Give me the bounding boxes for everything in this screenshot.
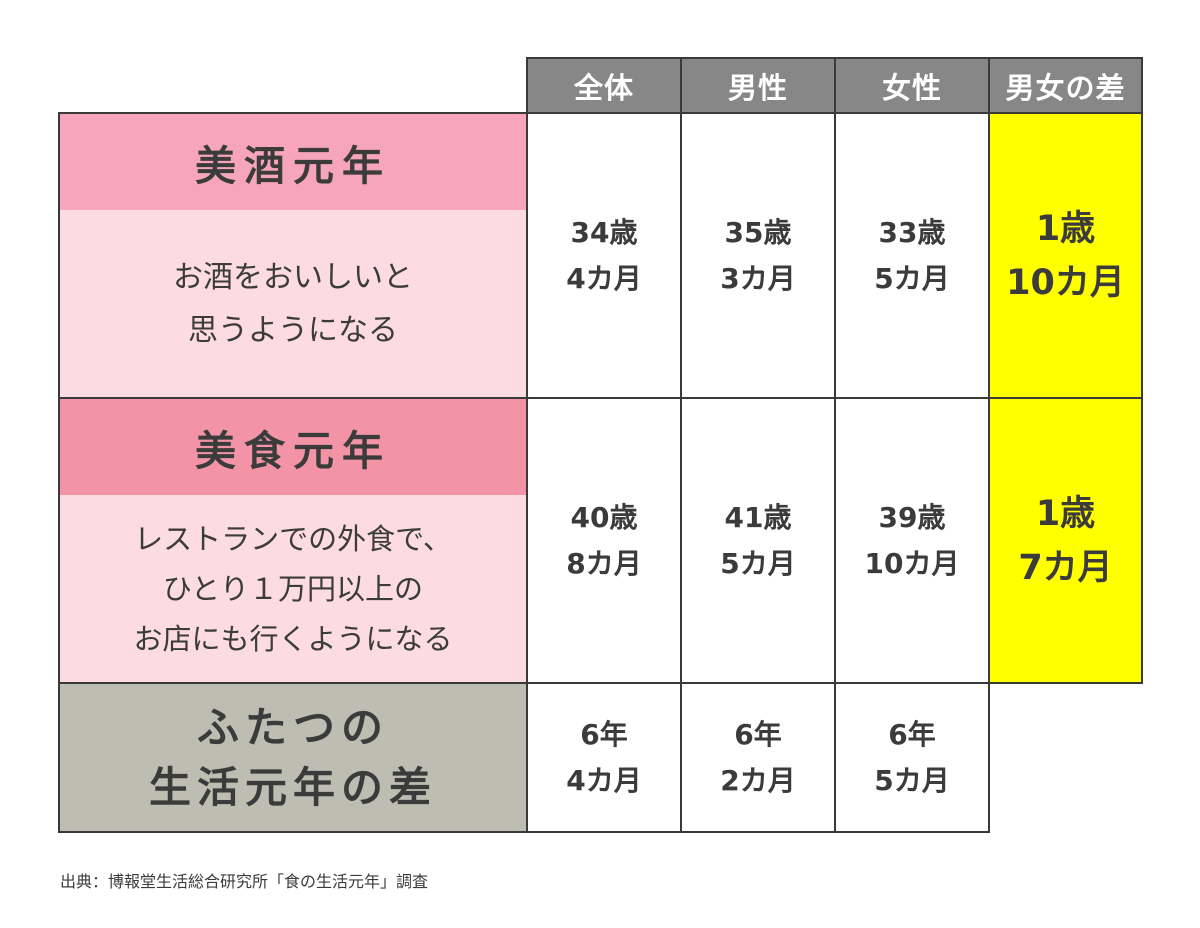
row-difference-female-months: 5カ月 <box>874 763 950 797</box>
header-all-label: 全体 <box>573 70 634 105</box>
row-sake-female: 33歳 5カ月 <box>834 112 990 399</box>
row-food-female-months: 10カ月 <box>864 546 960 580</box>
header-female: 女性 <box>834 57 990 114</box>
row-difference-female-years: 6年 <box>888 717 936 751</box>
header-female-label: 女性 <box>881 70 942 105</box>
row-difference-male: 6年 2カ月 <box>680 682 836 833</box>
row-food-male-months: 5カ月 <box>720 546 796 580</box>
row-sake-gap: 1歳 10カ月 <box>988 112 1143 399</box>
row-difference-male-years: 6年 <box>734 717 782 751</box>
row-sake-desc-line1: お酒をおいしいと <box>173 259 413 295</box>
header-gap-label: 男女の差 <box>1005 70 1126 105</box>
row-food-female-years: 39歳 <box>878 500 946 534</box>
row-food-desc-line3: お店にも行くようになる <box>133 621 453 656</box>
row-food-label: 美食元年 レストランでの外食で、 ひとり１万円以上の お店にも行くようになる <box>58 397 528 684</box>
row-sake-all-months: 4カ月 <box>566 261 642 295</box>
row-food-desc-line2: ひとり１万円以上の <box>162 571 424 606</box>
row-difference-title-line1: ふたつの <box>196 702 389 752</box>
row-sake-male-years: 35歳 <box>724 215 792 249</box>
row-food-desc-line1: レストランでの外食で、 <box>134 521 452 556</box>
row-food-female: 39歳 10カ月 <box>834 397 990 684</box>
row-sake-all: 34歳 4カ月 <box>526 112 682 399</box>
row-sake-all-years: 34歳 <box>570 215 638 249</box>
row-difference-all: 6年 4カ月 <box>526 682 682 833</box>
row-food-gap: 1歳 7カ月 <box>988 397 1143 684</box>
row-food-all-years: 40歳 <box>570 500 638 534</box>
row-difference-all-months: 4カ月 <box>566 763 642 797</box>
row-food-all-months: 8カ月 <box>566 546 642 580</box>
header-male-label: 男性 <box>727 70 788 105</box>
header-male: 男性 <box>680 57 836 114</box>
row-food-all: 40歳 8カ月 <box>526 397 682 684</box>
row-difference-male-months: 2カ月 <box>720 763 796 797</box>
row-food-gap-years: 1歳 <box>1035 493 1096 534</box>
row-sake-label: 美酒元年 お酒をおいしいと 思うようになる <box>58 112 528 399</box>
header-all: 全体 <box>526 57 682 114</box>
row-food-title: 美食元年 <box>60 399 526 495</box>
row-sake-title-text: 美酒元年 <box>195 142 391 190</box>
row-food-description: レストランでの外食で、 ひとり１万円以上の お店にも行くようになる <box>60 495 526 682</box>
row-difference-title-line2: 生活元年の差 <box>148 762 437 812</box>
row-sake-desc-line2: 思うようになる <box>188 312 398 348</box>
row-sake-description: お酒をおいしいと 思うようになる <box>60 210 526 397</box>
row-food-male-years: 41歳 <box>724 500 792 534</box>
row-sake-gap-months: 10カ月 <box>1006 262 1125 303</box>
header-gap: 男女の差 <box>988 57 1143 114</box>
row-sake-female-years: 33歳 <box>878 215 946 249</box>
row-difference-label: ふたつの 生活元年の差 <box>58 682 528 833</box>
row-sake-male: 35歳 3カ月 <box>680 112 836 399</box>
row-sake-male-months: 3カ月 <box>720 261 796 295</box>
row-difference-all-years: 6年 <box>580 717 628 751</box>
row-food-title-text: 美食元年 <box>195 427 391 475</box>
row-sake-title: 美酒元年 <box>60 114 526 210</box>
row-food-gap-months: 7カ月 <box>1018 547 1113 588</box>
source-note: 出典：博報堂生活総合研究所「食の生活元年」調査 <box>60 872 429 891</box>
row-difference-female: 6年 5カ月 <box>834 682 990 833</box>
row-sake-female-months: 5カ月 <box>874 261 950 295</box>
row-sake-gap-years: 1歳 <box>1035 208 1096 249</box>
row-food-male: 41歳 5カ月 <box>680 397 836 684</box>
